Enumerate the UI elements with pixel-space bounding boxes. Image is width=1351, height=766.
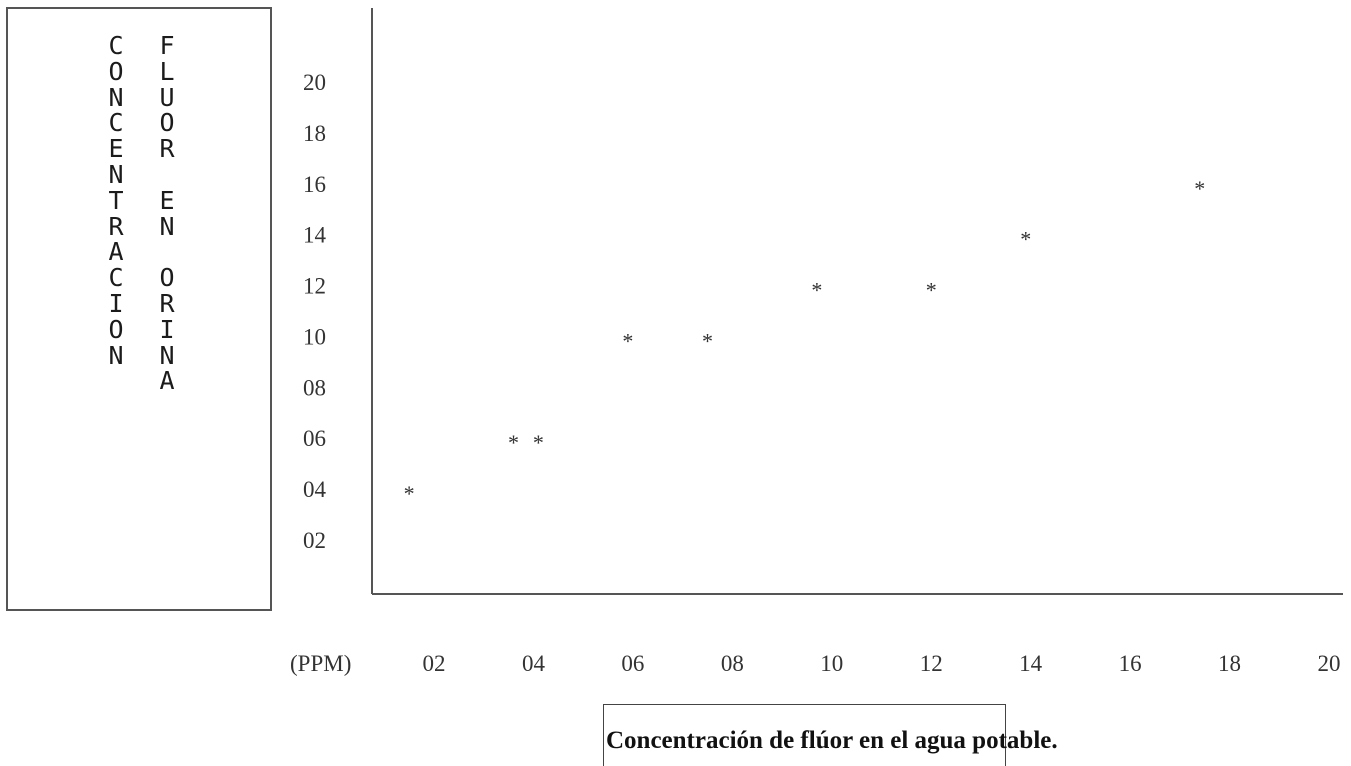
x-tick-label: 04	[522, 651, 546, 676]
y-tick-label: 06	[303, 426, 326, 451]
data-point: *	[1194, 176, 1205, 201]
data-point: *	[926, 278, 937, 303]
x-tick-label: 14	[1019, 651, 1043, 676]
y-tick-label: 20	[303, 70, 326, 95]
y-axis-label-letter: R	[159, 288, 175, 318]
y-axis-label-letter: O	[108, 314, 124, 344]
y-axis-label-letter: O	[159, 108, 175, 138]
x-tick-label: 02	[423, 651, 446, 676]
y-axis-label-letter: C	[108, 31, 124, 60]
y-axis-label-letter: N	[108, 340, 124, 370]
data-point: *	[622, 328, 633, 353]
y-tick-label: 16	[303, 172, 326, 197]
y-tick-label: 04	[303, 477, 327, 502]
y-tick-label: 08	[303, 375, 326, 400]
y-tick-label: 12	[303, 274, 326, 299]
y-axis-label-letter: N	[108, 159, 124, 189]
y-axis-label-letter: O	[159, 263, 175, 293]
data-point: *	[404, 481, 415, 506]
y-tick-label: 14	[303, 223, 327, 248]
data-point: *	[533, 430, 544, 455]
data-point: *	[702, 328, 713, 353]
x-unit-label: (PPM)	[290, 651, 351, 676]
data-points: * * * * * * * * *	[404, 176, 1206, 506]
y-axis-label-letter: L	[159, 56, 175, 86]
y-axis-label-letter: O	[108, 56, 124, 86]
y-tick-label: 02	[303, 528, 326, 553]
y-axis-label-letter: I	[159, 314, 175, 344]
y-axis-label-letter: E	[159, 185, 175, 215]
x-tick-label: 08	[721, 651, 744, 676]
y-axis-label-letter: R	[159, 134, 175, 164]
x-tick-labels: 02 04 06 08 10 12 14 16 18 20	[423, 651, 1341, 676]
x-tick-label: 10	[820, 651, 843, 676]
data-point: *	[1020, 227, 1031, 252]
y-axis-label-letter: C	[108, 263, 124, 293]
y-tick-label: 10	[303, 324, 326, 349]
y-axis-label-letter: C	[108, 108, 124, 138]
data-point: *	[508, 430, 519, 455]
x-tick-label: 12	[920, 651, 943, 676]
y-axis-label-letter: T	[108, 185, 124, 215]
x-tick-label: 06	[621, 651, 644, 676]
y-tick-label: 18	[303, 121, 326, 146]
x-axis-label: Concentración de flúor en el agua potabl…	[603, 704, 1058, 766]
data-point: *	[811, 278, 822, 303]
y-axis-label-letter: F	[159, 31, 175, 60]
y-axis-label-letter: A	[108, 237, 124, 267]
x-tick-label: 20	[1318, 651, 1341, 676]
y-axis-label-letter: A	[159, 366, 175, 396]
x-tick-label: 16	[1119, 651, 1142, 676]
y-axis-label-letter: I	[108, 288, 124, 318]
y-axis-label-letter: N	[159, 211, 175, 241]
y-axis-label-letter: N	[108, 82, 124, 112]
y-axis-label-letter: R	[108, 211, 124, 241]
y-axis-label-letter: U	[159, 82, 175, 112]
y-tick-labels: 20 18 16 14 12 10 08 06 04 02	[303, 70, 327, 553]
y-axis-label-letter: E	[108, 134, 124, 164]
y-axis-label-letter: N	[159, 340, 175, 370]
x-tick-label: 18	[1218, 651, 1241, 676]
